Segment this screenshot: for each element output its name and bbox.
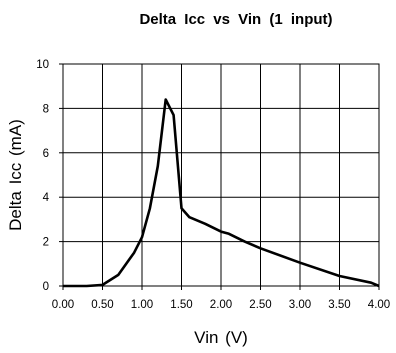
y-tick-label: 6 xyxy=(43,148,49,160)
x-tick-label: 0.00 xyxy=(52,299,74,311)
plot-frame xyxy=(62,63,380,287)
grid xyxy=(59,63,380,290)
x-axis-label: Vin (V) xyxy=(194,328,248,347)
y-tick-label: 10 xyxy=(36,59,49,71)
series-line xyxy=(63,98,380,288)
x-tick-label: 0.50 xyxy=(91,299,113,311)
y-axis-label: Delta Icc (mA) xyxy=(6,119,25,231)
x-tick-label: 2.50 xyxy=(249,299,271,311)
y-tick-label: 2 xyxy=(43,237,49,249)
y-tick-labels: 0 2 4 6 8 10 xyxy=(36,59,49,293)
x-tick-label: 3.50 xyxy=(328,299,350,311)
y-tick-label: 0 xyxy=(43,281,49,293)
y-tick-label: 8 xyxy=(43,103,49,115)
x-tick-label: 1.00 xyxy=(131,299,153,311)
x-tick-labels: 0.00 0.50 1.00 1.50 2.00 2.50 3.00 3.50 4.00 xyxy=(52,299,390,311)
chart-title: Delta Icc vs Vin (1 input) xyxy=(139,11,332,28)
x-tick-label: 4.00 xyxy=(368,299,390,311)
x-tick-label: 1.50 xyxy=(170,299,192,311)
y-tick-label: 4 xyxy=(43,192,50,204)
x-tick-label: 3.00 xyxy=(289,299,311,311)
x-tick-label: 2.00 xyxy=(210,299,232,311)
series-layer xyxy=(63,98,380,288)
